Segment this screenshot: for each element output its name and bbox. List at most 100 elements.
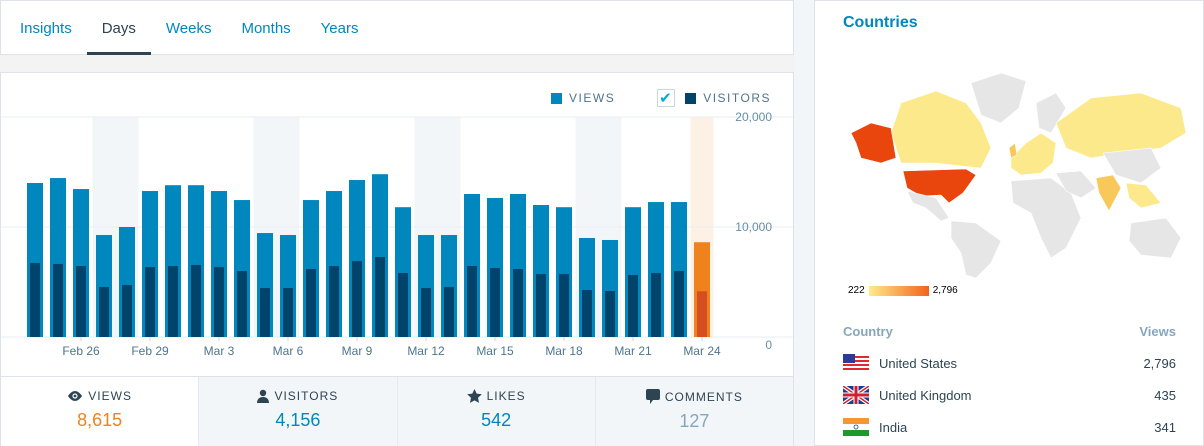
visitors-bar xyxy=(214,267,224,337)
summary-tabs: VIEWS 8,615 VISITORS 4,156 LIKES 542 COM… xyxy=(1,376,793,446)
country-row[interactable]: United Kingdom 435 xyxy=(843,386,1176,404)
countries-title: Countries xyxy=(843,14,918,31)
country-views: 341 xyxy=(1154,419,1176,435)
map-scandinavia xyxy=(1035,92,1067,134)
countries-panel: Countries 222 2,796 Country Views xyxy=(814,0,1204,446)
map-legend-min: 222 xyxy=(848,285,865,296)
country-row[interactable]: India 341 xyxy=(843,418,1176,436)
stat-comments[interactable]: COMMENTS 127 xyxy=(594,377,793,446)
visitors-bar xyxy=(30,262,40,337)
visitors-bar xyxy=(490,268,500,337)
map-legend: 222 2,796 xyxy=(848,285,958,296)
visitors-bar xyxy=(283,288,293,337)
visitors-bar xyxy=(53,263,63,337)
comment-icon xyxy=(645,389,660,404)
stat-value: 542 xyxy=(481,410,512,430)
star-icon xyxy=(466,389,482,403)
x-tick-label: Feb 29 xyxy=(131,344,169,358)
y-tick-label: 10,000 xyxy=(735,220,772,234)
visitors-bar xyxy=(76,266,86,337)
map-southeast-asia xyxy=(1125,182,1162,209)
visitors-swatch xyxy=(685,92,697,104)
map-legend-gradient xyxy=(868,285,929,296)
tab-days[interactable]: Days xyxy=(86,1,152,55)
map-mexico-central-america xyxy=(906,190,950,222)
chart-card: 0 10,000 20,000 Feb 26 Feb 29 Mar 3 Mar 6 Mar 9… xyxy=(0,72,794,446)
map-australia xyxy=(1128,217,1182,259)
x-tick-label: Mar 21 xyxy=(614,344,652,358)
x-tick-label: Feb 26 xyxy=(62,344,100,358)
visitors-bar xyxy=(122,284,132,337)
visitors-bar xyxy=(536,273,546,337)
views-swatch xyxy=(551,92,563,104)
visitors-bar xyxy=(329,266,339,337)
map-canada xyxy=(890,90,992,169)
tab-months[interactable]: Months xyxy=(241,20,291,37)
map-russia xyxy=(1055,92,1187,159)
header-views: Views xyxy=(1139,324,1176,339)
uk-flag-icon xyxy=(843,386,869,404)
person-icon xyxy=(257,389,270,403)
visitors-bar xyxy=(605,291,615,337)
visitors-bar xyxy=(467,266,477,337)
stat-label: LIKES xyxy=(486,389,526,403)
stat-label: VISITORS xyxy=(274,389,339,403)
map-china xyxy=(1102,147,1162,184)
country-row[interactable]: United States 2,796 xyxy=(843,354,1176,372)
visitors-bar xyxy=(697,291,707,337)
map-europe xyxy=(1010,132,1057,176)
visitors-bar xyxy=(306,269,316,337)
visitors-bar xyxy=(145,267,155,337)
period-tabs: Insights Days Weeks Months Years xyxy=(0,0,794,55)
country-views: 2,796 xyxy=(1143,355,1176,371)
stat-views[interactable]: VIEWS 8,615 xyxy=(1,377,199,446)
tab-years[interactable]: Years xyxy=(320,20,359,37)
stat-label: COMMENTS xyxy=(664,389,743,404)
stat-value: 4,156 xyxy=(275,410,321,430)
map-greenland xyxy=(970,72,1027,124)
india-flag-icon xyxy=(843,418,869,436)
visitors-bar xyxy=(582,290,592,337)
stat-visitors[interactable]: VISITORS 4,156 xyxy=(198,377,397,446)
x-tick-label: Mar 24 xyxy=(683,344,721,358)
map-india xyxy=(1095,174,1122,212)
tab-insights[interactable]: Insights xyxy=(20,20,72,37)
visitors-bar xyxy=(260,288,270,337)
country-name: United Kingdom xyxy=(879,387,972,403)
views-chart[interactable]: 0 10,000 20,000 Feb 26 Feb 29 Mar 3 Mar 6 Mar 9… xyxy=(1,73,793,375)
map-africa xyxy=(1010,177,1082,259)
legend-views: VIEWS xyxy=(569,91,616,105)
map-middle-east xyxy=(1055,170,1097,199)
visitors-bar xyxy=(674,271,684,337)
countries-table-header: Country Views xyxy=(843,324,1176,339)
stats-panel: Insights Days Weeks Months Years 0 10,000… xyxy=(0,0,794,446)
visitors-bar xyxy=(352,261,362,337)
stat-value: 127 xyxy=(679,411,710,431)
visitors-bar xyxy=(375,257,385,337)
stat-value: 8,615 xyxy=(77,410,123,430)
eye-icon xyxy=(68,391,83,401)
x-tick-label: Mar 3 xyxy=(204,344,235,358)
us-flag-icon xyxy=(843,354,869,372)
visitors-bar xyxy=(651,272,661,337)
world-map[interactable] xyxy=(841,63,1191,278)
map-alaska xyxy=(850,122,897,164)
stat-label: VIEWS xyxy=(88,389,132,403)
visitors-bar xyxy=(628,274,638,337)
y-tick-label: 20,000 xyxy=(735,110,772,124)
map-uk xyxy=(1008,142,1018,159)
visitors-checkbox[interactable]: ✔ xyxy=(657,89,676,107)
stat-likes[interactable]: LIKES 542 xyxy=(396,377,595,446)
visitors-bar xyxy=(444,286,454,337)
header-country: Country xyxy=(843,324,893,339)
tab-weeks[interactable]: Weeks xyxy=(165,20,212,37)
x-tick-label: Mar 12 xyxy=(407,344,445,358)
visitors-bar xyxy=(168,266,178,337)
y-tick-label: 0 xyxy=(765,338,772,352)
visitors-bar xyxy=(237,271,247,337)
x-tick-label: Mar 15 xyxy=(476,344,514,358)
visitors-bar xyxy=(398,272,408,337)
country-views: 435 xyxy=(1154,387,1176,403)
visitors-bar xyxy=(513,269,523,337)
x-tick-label: Mar 18 xyxy=(545,344,583,358)
